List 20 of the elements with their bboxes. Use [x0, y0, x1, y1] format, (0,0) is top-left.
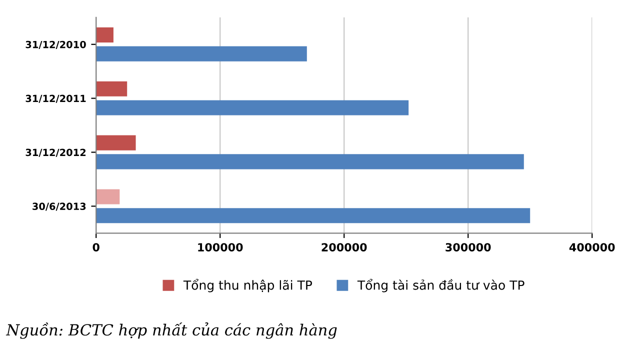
bar: [96, 81, 128, 96]
bar: [96, 154, 524, 170]
bar: [96, 208, 530, 224]
x-tick-label: 0: [92, 243, 100, 252]
legend-label: Tổng thu nhập lãi TP: [183, 278, 312, 292]
bar: [96, 189, 120, 204]
x-tick-label: 100000: [198, 243, 243, 252]
y-tick-label: 31/12/2012: [26, 148, 86, 157]
y-tick-label: 31/12/2010: [26, 40, 86, 49]
bar: [96, 27, 114, 42]
text: Nguồn: BCTC hợp nhất của các ngân hàng: [6, 322, 337, 339]
y-tick-label: 31/12/2011: [26, 94, 86, 103]
x-tick-label: 400000: [569, 243, 615, 252]
bar: [96, 100, 409, 116]
bar: [96, 46, 307, 62]
x-tick-label: 300000: [446, 243, 491, 252]
bar: [96, 135, 136, 150]
y-tick-label: 30/6/2013: [32, 202, 86, 211]
x-tick-label: 200000: [322, 243, 367, 252]
legend-label: Tổng tài sản đầu tư vào TP: [357, 278, 524, 292]
